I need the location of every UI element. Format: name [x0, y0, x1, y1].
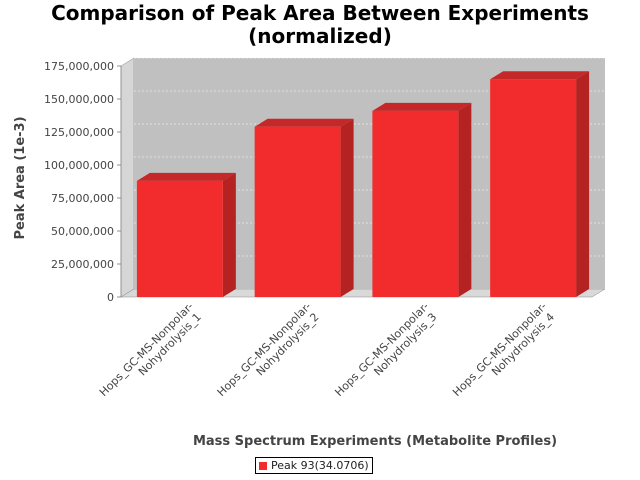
- bar-top: [490, 71, 590, 80]
- x-tick-label: Hops_GC-MS-Nonpolar-Nohydrolysis_4: [450, 300, 558, 408]
- bar-front: [254, 126, 341, 297]
- legend-label: Peak 93(34.0706): [271, 459, 369, 472]
- bar-side: [222, 172, 236, 297]
- y-tick-label: 50,000,000: [51, 225, 114, 238]
- legend: Peak 93(34.0706): [255, 457, 373, 474]
- bar: [490, 71, 590, 297]
- bar-side: [340, 118, 354, 297]
- y-tick-label: 150,000,000: [44, 93, 114, 106]
- chart-title-line-1: Comparison of Peak Area Between Experime…: [51, 1, 589, 25]
- y-tick-label: 25,000,000: [51, 258, 114, 271]
- bar: [254, 118, 354, 297]
- x-tick-label-line: Hops_GC-MS-Nonpolar-: [332, 300, 431, 399]
- x-tick-label-line: Hops_GC-MS-Nonpolar-: [97, 300, 196, 399]
- bar-top: [254, 118, 354, 127]
- bar-front: [490, 79, 577, 297]
- plot-left-wall: [120, 57, 135, 298]
- x-tick-label-line: Hops_GC-MS-Nonpolar-: [215, 300, 314, 399]
- bar-side: [458, 102, 472, 297]
- x-tick-label: Hops_GC-MS-Nonpolar-Nohydrolysis_1: [97, 300, 205, 408]
- chart-title: Comparison of Peak Area Between Experime…: [0, 2, 640, 48]
- bar-side: [576, 71, 590, 297]
- y-tick-label: 100,000,000: [44, 159, 114, 172]
- bar-front: [372, 110, 459, 297]
- x-tick-label: Hops_GC-MS-Nonpolar-Nohydrolysis_3: [332, 300, 440, 408]
- y-tick-label: 125,000,000: [44, 126, 114, 139]
- x-tick-label-line: Hops_GC-MS-Nonpolar-: [450, 300, 549, 399]
- y-tick-label: 175,000,000: [44, 60, 114, 73]
- y-axis-label: Peak Area (1e-3): [13, 116, 28, 239]
- bar-top: [372, 102, 472, 111]
- legend-swatch: [259, 461, 267, 470]
- y-tick-label: 75,000,000: [51, 192, 114, 205]
- y-tick-label: 0: [107, 291, 114, 304]
- bar: [372, 102, 472, 297]
- x-axis-label: Mass Spectrum Experiments (Metabolite Pr…: [193, 434, 557, 449]
- bar: [136, 172, 236, 297]
- x-tick-label: Hops_GC-MS-Nonpolar-Nohydrolysis_2: [215, 300, 323, 408]
- bar-front: [136, 180, 223, 297]
- bar-top: [136, 172, 236, 181]
- chart-title-line-2: (normalized): [248, 24, 392, 48]
